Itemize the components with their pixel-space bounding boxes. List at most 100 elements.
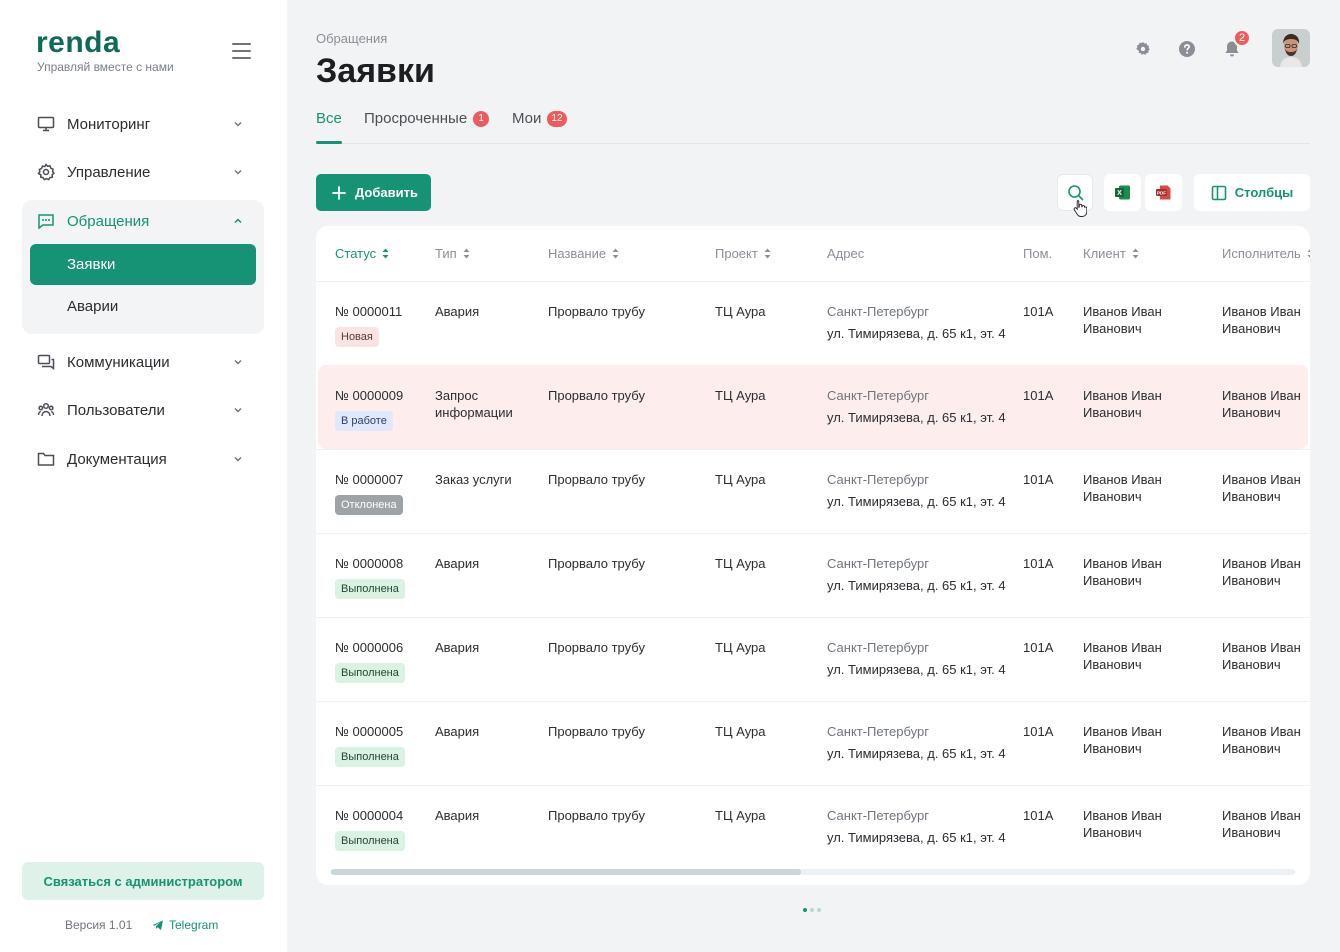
avatar[interactable] — [1272, 29, 1310, 67]
add-button-label: Добавить — [355, 185, 418, 200]
sidebar-item-management[interactable]: Управление — [22, 151, 264, 193]
sidebar-item-monitoring[interactable]: Мониторинг — [22, 103, 264, 145]
tab-all[interactable]: Все — [316, 110, 342, 127]
column-header-name[interactable]: Название — [548, 246, 619, 261]
cell-executor: Иванов Иван Иванович — [1222, 808, 1301, 840]
address-city: Санкт-Петербург — [827, 388, 929, 403]
sort-icon — [382, 248, 389, 259]
sidebar-item-label: Пользователи — [67, 401, 165, 419]
logo[interactable]: renda — [36, 26, 121, 59]
cell-project: ТЦ Аура — [715, 808, 766, 823]
menu-toggle-icon[interactable] — [232, 43, 251, 59]
address-city: Санкт-Петербург — [827, 556, 929, 571]
cell-type: Авария — [435, 808, 480, 823]
sidebar-item-users[interactable]: Пользователи — [22, 389, 264, 431]
address-street: ул. Тимирязева, д. 65 к1, эт. 4 — [827, 662, 1006, 677]
address-street: ул. Тимирязева, д. 65 к1, эт. 4 — [827, 746, 1006, 761]
request-number: № 0000008 — [335, 556, 404, 571]
cell-status: № 0000005 Выполнена — [335, 723, 405, 767]
address-city: Санкт-Петербург — [827, 724, 929, 739]
table-row[interactable]: № 0000008 Выполнена Авария Прорвало трубу ТЦ… — [316, 533, 1310, 617]
table-row[interactable]: № 0000007 Отклонена Заказ услуги Прорвало т… — [316, 449, 1310, 533]
column-header-type[interactable]: Тип — [435, 246, 470, 261]
request-number: № 0000005 — [335, 724, 404, 739]
status-badge: Выполнена — [335, 831, 405, 851]
sidebar-subitem-accidents[interactable]: Аварии — [67, 298, 119, 315]
cell-name: Прорвало трубу — [548, 808, 645, 823]
column-header-address[interactable]: Адрес — [827, 246, 865, 261]
sidebar-item-appeals[interactable]: Обращения — [22, 200, 264, 242]
cell-room: 101А — [1023, 808, 1054, 823]
breadcrumb[interactable]: Обращения — [316, 31, 388, 46]
sort-icon — [463, 248, 470, 259]
tab-overdue[interactable]: Просроченные 1 — [364, 110, 490, 127]
telegram-link[interactable]: Telegram — [152, 918, 218, 932]
page-title: Заявки — [316, 52, 435, 90]
scrollbar-thumb[interactable] — [331, 869, 801, 875]
export-pdf-button[interactable]: PDF — [1145, 174, 1182, 211]
sidebar-item-label: Документация — [67, 450, 167, 468]
column-header-room[interactable]: Пом. — [1023, 246, 1053, 261]
status-badge: В работе — [335, 411, 393, 431]
request-number: № 0000009 — [335, 388, 404, 403]
cell-name: Прорвало трубу — [548, 304, 645, 319]
sidebar-subitem-requests[interactable]: Заявки — [30, 244, 256, 285]
columns-button[interactable]: Столбцы — [1194, 174, 1310, 211]
chat-icon — [38, 214, 54, 230]
cell-executor: Иванов Иван Иванович — [1222, 556, 1301, 588]
cell-project: ТЦ Аура — [715, 472, 766, 487]
sidebar-item-label: Мониторинг — [67, 115, 151, 133]
excel-icon: X — [1115, 185, 1130, 200]
sidebar-item-label: Управление — [67, 163, 151, 181]
horizontal-scrollbar[interactable] — [331, 869, 1295, 875]
request-number: № 0000006 — [335, 640, 404, 655]
cell-name: Прорвало трубу — [548, 388, 645, 403]
column-header-status[interactable]: Статус — [335, 246, 389, 261]
cell-address: Санкт-Петербург ул. Тимирязева, д. 65 к1,… — [827, 303, 1006, 342]
table-row[interactable]: № 0000005 Выполнена Авария Прорвало трубу ТЦ… — [316, 701, 1310, 785]
cell-client: Иванов Иван Иванович — [1083, 388, 1162, 420]
cell-room: 101А — [1023, 640, 1054, 655]
sidebar-item-communications[interactable]: Коммуникации — [22, 341, 264, 383]
sidebar-item-documentation[interactable]: Документация — [22, 438, 264, 480]
svg-text:PDF: PDF — [1157, 190, 1166, 195]
telegram-icon — [152, 920, 163, 930]
status-badge: Выполнена — [335, 579, 405, 599]
page-indicator[interactable] — [803, 908, 821, 912]
cell-client: Иванов Иван Иванович — [1083, 640, 1162, 672]
tab-badge: 12 — [547, 110, 567, 127]
add-button[interactable]: Добавить — [316, 174, 431, 211]
cell-address: Санкт-Петербург ул. Тимирязева, д. 65 к1,… — [827, 639, 1006, 678]
column-header-client[interactable]: Клиент — [1083, 246, 1139, 261]
contact-admin-button[interactable]: Связаться с администратором — [22, 862, 264, 900]
chevron-down-icon — [234, 456, 242, 462]
address-city: Санкт-Петербург — [827, 304, 929, 319]
column-header-project[interactable]: Проект — [715, 246, 771, 261]
table-row[interactable]: № 0000004 Выполнена Авария Прорвало трубу ТЦ… — [316, 785, 1310, 869]
address-street: ул. Тимирязева, д. 65 к1, эт. 4 — [827, 830, 1006, 845]
tab-mine[interactable]: Мои 12 — [512, 110, 567, 127]
help-icon[interactable] — [1178, 40, 1196, 58]
cell-executor: Иванов Иван Иванович — [1222, 472, 1301, 504]
cell-address: Санкт-Петербург ул. Тимирязева, д. 65 к1,… — [827, 471, 1006, 510]
search-button[interactable] — [1057, 174, 1093, 211]
plus-icon — [332, 185, 346, 200]
gear-icon — [37, 163, 55, 181]
cell-name: Прорвало трубу — [548, 640, 645, 655]
table-row[interactable]: № 0000009 В работе Запрос информации Прорва… — [318, 365, 1308, 449]
cell-room: 101А — [1023, 388, 1054, 403]
cell-project: ТЦ Аура — [715, 640, 766, 655]
column-header-executor[interactable]: Исполнитель — [1222, 246, 1310, 261]
chevron-down-icon — [234, 359, 242, 365]
table-row[interactable]: № 0000006 Выполнена Авария Прорвало трубу ТЦ… — [316, 617, 1310, 701]
settings-icon[interactable] — [1134, 40, 1152, 58]
export-excel-button[interactable]: X — [1104, 174, 1141, 211]
table-row[interactable]: № 0000011 Новая Авария Прорвало трубу ТЦ Аур… — [316, 281, 1310, 365]
cell-type: Заказ услуги — [435, 472, 512, 487]
chevron-down-icon — [234, 407, 242, 413]
cell-executor: Иванов Иван Иванович — [1222, 724, 1301, 756]
cell-client: Иванов Иван Иванович — [1083, 472, 1162, 504]
sidebar: renda Управляй вместе с нами Мониторинг … — [0, 0, 287, 952]
cell-status: № 0000006 Выполнена — [335, 639, 405, 683]
cell-project: ТЦ Аура — [715, 388, 766, 403]
